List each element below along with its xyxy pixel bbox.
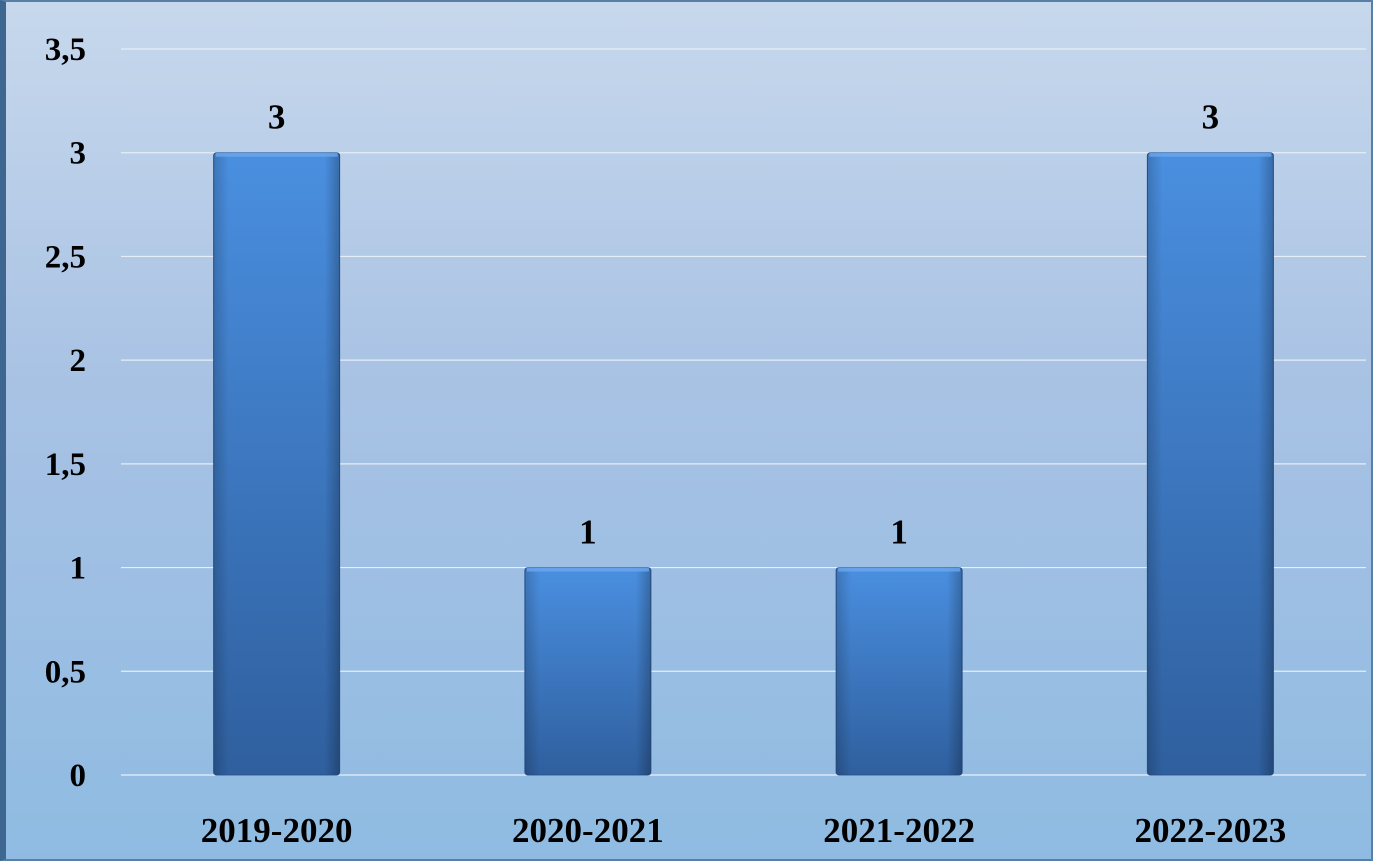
x-category-label: 2022-2023 [1135,811,1287,850]
bar-group [524,567,652,776]
bar-shading [1147,152,1274,775]
x-category-label: 2020-2021 [512,811,664,850]
bar-chart: 0 0,5 1 1,5 2 2,5 3 3,5 3 1 1 3 2019-2020 2020-2021… [45,32,1366,850]
bar-top-highlight [1149,152,1272,157]
y-tick-label: 3,5 [45,32,86,68]
bar-top-highlight [838,567,961,572]
y-tick-label: 0,5 [45,654,86,690]
y-tick-label: 1,5 [45,447,86,483]
bar-top-highlight [526,567,649,572]
data-label: 3 [1202,98,1220,137]
data-label: 1 [890,513,908,552]
x-category-label: 2019-2020 [201,811,353,850]
data-labels: 3 1 1 3 [268,98,1219,552]
bar-group [213,152,341,776]
x-axis-category-labels: 2019-2020 2020-2021 2021-2022 2022-2023 [201,811,1286,850]
y-axis-tick-labels: 0 0,5 1 1,5 2 2,5 3 3,5 [45,32,86,794]
bars [213,152,1274,776]
data-label: 1 [579,513,597,552]
y-tick-label: 0 [70,758,87,794]
bar-shading [524,567,651,775]
y-tick-label: 1 [70,551,87,587]
bar-group [1146,152,1274,776]
x-category-label: 2021-2022 [823,811,975,850]
bar-shading [213,152,340,775]
y-tick-label: 3 [70,136,87,172]
y-tick-label: 2,5 [45,239,86,275]
y-tick-label: 2 [70,343,87,379]
bar-shading [836,567,963,775]
data-label: 3 [268,98,286,137]
bar-top-highlight [215,152,338,157]
bar-group [835,567,963,776]
